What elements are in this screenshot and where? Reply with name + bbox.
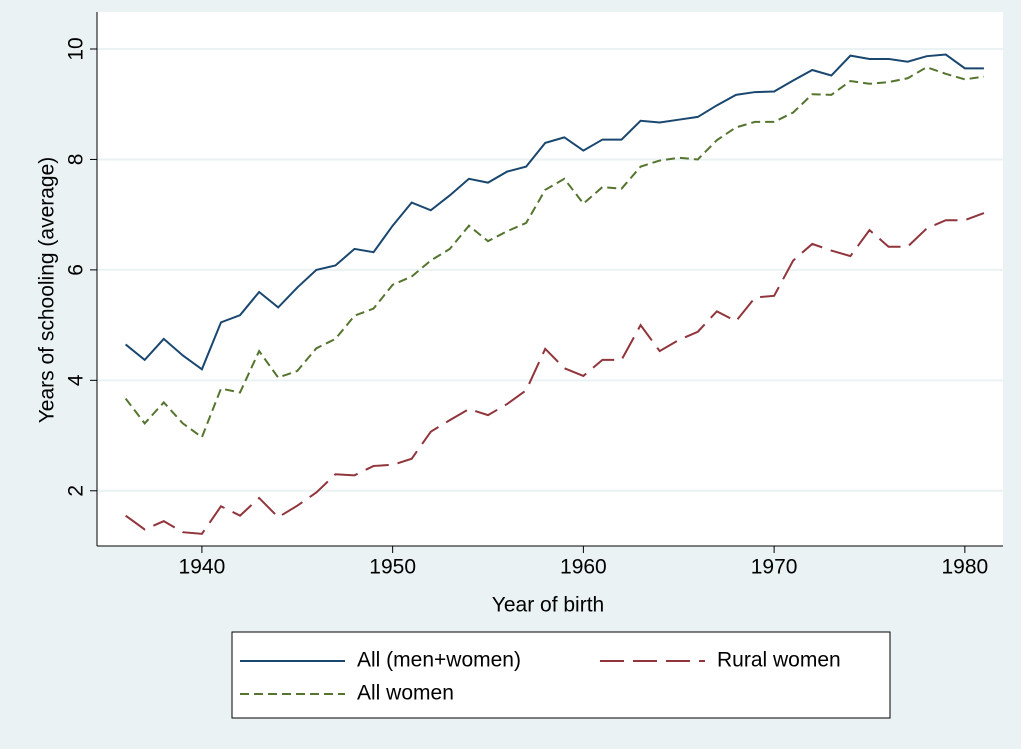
x-axis-title: Year of birth [492,594,604,617]
x-tick-label: 1940 [179,556,226,579]
legend-label: Rural women [717,649,841,672]
y-tick-label: 6 [65,264,88,276]
plot-area [97,12,1003,546]
x-tick-label: 1970 [751,556,798,579]
series-line [124,66,985,439]
series-line [124,53,984,371]
x-tick-label: 1950 [369,556,416,579]
y-axis-title: Years of schooling (average) [36,157,59,424]
y-tick-label: 4 [65,374,88,386]
y-tick-label: 8 [65,154,88,166]
y-tick-label: 10 [65,37,88,60]
x-tick-label: 1980 [941,556,988,579]
legend-box [231,631,891,719]
legend-label: All women [357,682,454,705]
legend-label: All (men+women) [357,649,521,672]
series-line [125,212,985,535]
x-tick-label: 1960 [560,556,607,579]
y-tick-label: 2 [65,485,88,497]
